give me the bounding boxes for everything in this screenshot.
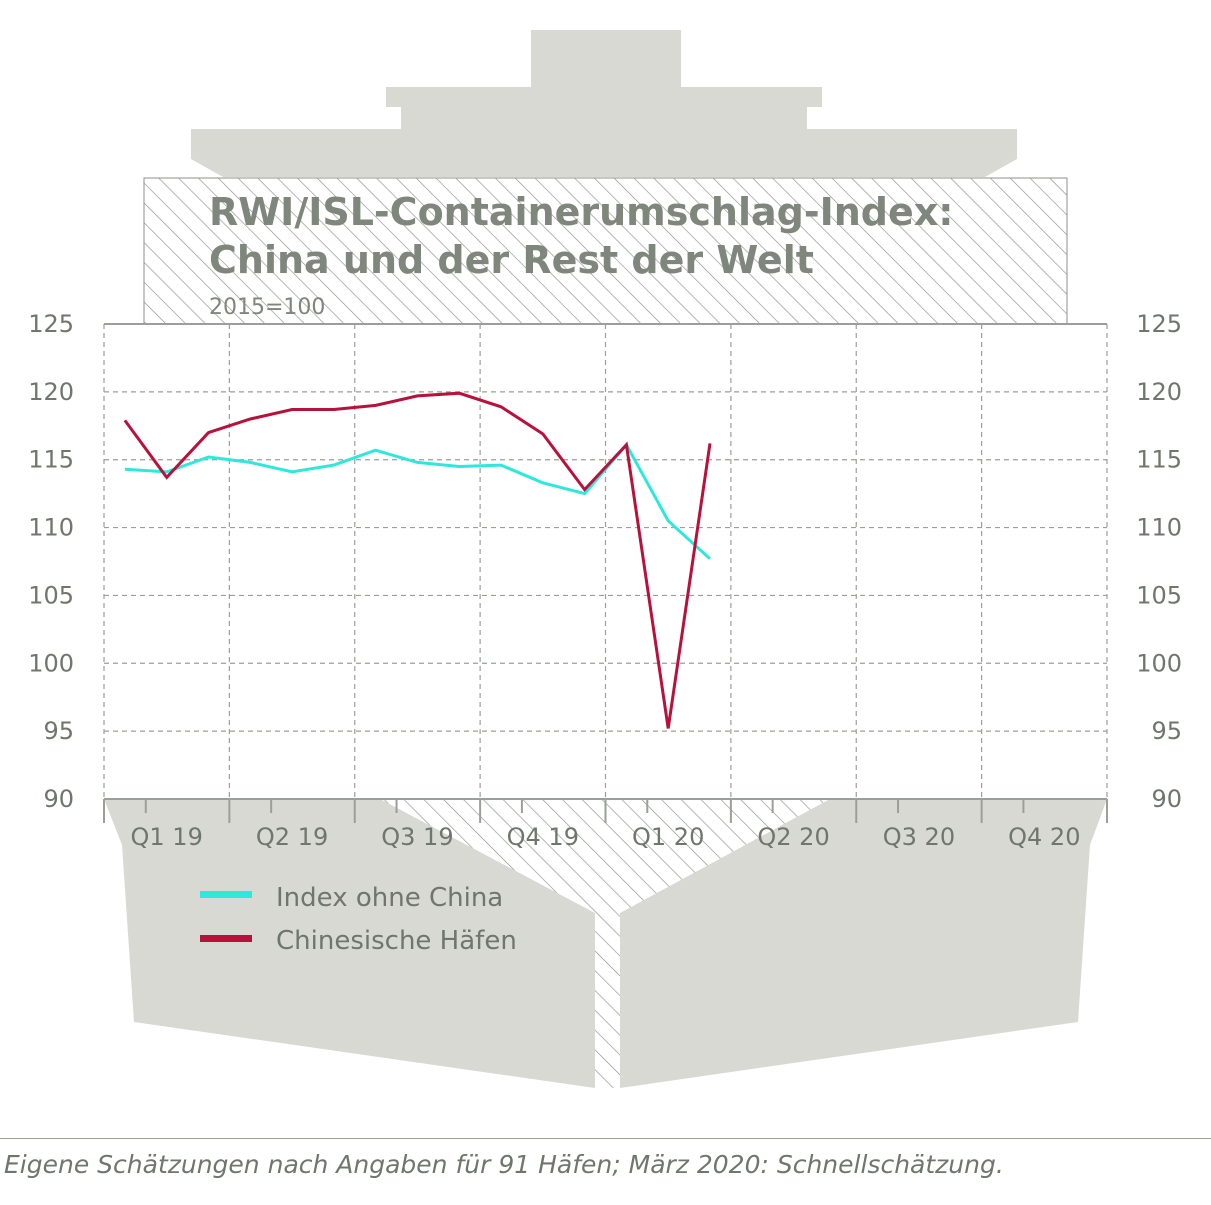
y-tick-label-right: 100: [1136, 649, 1182, 677]
y-tick-label-left: 110: [28, 514, 74, 542]
x-tick-label: Q2 19: [256, 823, 328, 851]
chart-title-line2: China und der Rest der Welt: [209, 238, 814, 282]
legend-label-chinesische-haefen: Chinesische Häfen: [276, 926, 517, 956]
legend-swatch-chinesische-haefen: [200, 935, 252, 942]
footnote-divider: [0, 1138, 1211, 1139]
footnote: Eigene Schätzungen nach Angaben für 91 H…: [4, 1150, 1004, 1179]
y-tick-label-left: 90: [43, 785, 74, 813]
x-tick-label: Q3 20: [883, 823, 955, 851]
y-tick-label-left: 95: [43, 717, 74, 745]
series-line-chinesische-haefen: [123, 391, 712, 729]
keel-hatch: [595, 913, 620, 1088]
y-tick-label-left: 100: [28, 649, 74, 677]
y-axis-right: 90 95 100 105 110 115 120 125: [1136, 310, 1182, 813]
x-tick-label: Q2 20: [757, 823, 829, 851]
y-tick-label-left: 115: [28, 446, 74, 474]
ship-deck: [191, 129, 1017, 177]
y-tick-label-right: 125: [1136, 310, 1182, 338]
x-tick-label: Q3 19: [381, 823, 453, 851]
y-tick-label-right: 115: [1136, 446, 1182, 474]
chart-subtitle: 2015=100: [209, 295, 325, 320]
legend-label-index-ohne-china: Index ohne China: [276, 883, 503, 913]
y-tick-label-right: 95: [1151, 717, 1182, 745]
title-hatch-box: [143, 177, 1068, 325]
hull-right: [620, 799, 1107, 1088]
hull-hatch: [380, 799, 830, 915]
ship-bridge: [386, 87, 822, 107]
y-tick-label-right: 105: [1136, 581, 1182, 609]
grid-lines: [103, 324, 1108, 799]
y-tick-label-right: 90: [1151, 785, 1182, 813]
plot-area: 90 95 100 105 110 115 120 125 90 95 100 105 110 115 1…: [28, 310, 1182, 851]
chart-title: RWI/ISL-Containerumschlag-Index:: [209, 190, 954, 234]
y-tick-label-left: 105: [28, 581, 74, 609]
legend-swatch-index-ohne-china: [200, 891, 252, 898]
x-axis: Q1 19 Q2 19 Q3 19 Q4 19 Q1 20 Q2 20 Q3 20 Q4 20: [103, 799, 1108, 851]
ship-deck-upper: [401, 106, 807, 130]
hull-left: [104, 799, 595, 1088]
x-tick-label: Q4 19: [507, 823, 579, 851]
ship-funnel: [531, 30, 681, 88]
x-tick-label: Q4 20: [1008, 823, 1080, 851]
y-tick-label-right: 120: [1136, 378, 1182, 406]
y-tick-label-left: 120: [28, 378, 74, 406]
ship-illustration: [104, 30, 1107, 1088]
series-lines: [123, 391, 712, 729]
x-tick-label: Q1 20: [632, 823, 704, 851]
y-axis-left: 90 95 100 105 110 115 120 125: [28, 310, 74, 813]
legend: Index ohne China Chinesische Häfen: [200, 883, 517, 956]
x-tick-label: Q1 19: [131, 823, 203, 851]
y-tick-label-left: 125: [28, 310, 74, 338]
y-tick-label-right: 110: [1136, 514, 1182, 542]
